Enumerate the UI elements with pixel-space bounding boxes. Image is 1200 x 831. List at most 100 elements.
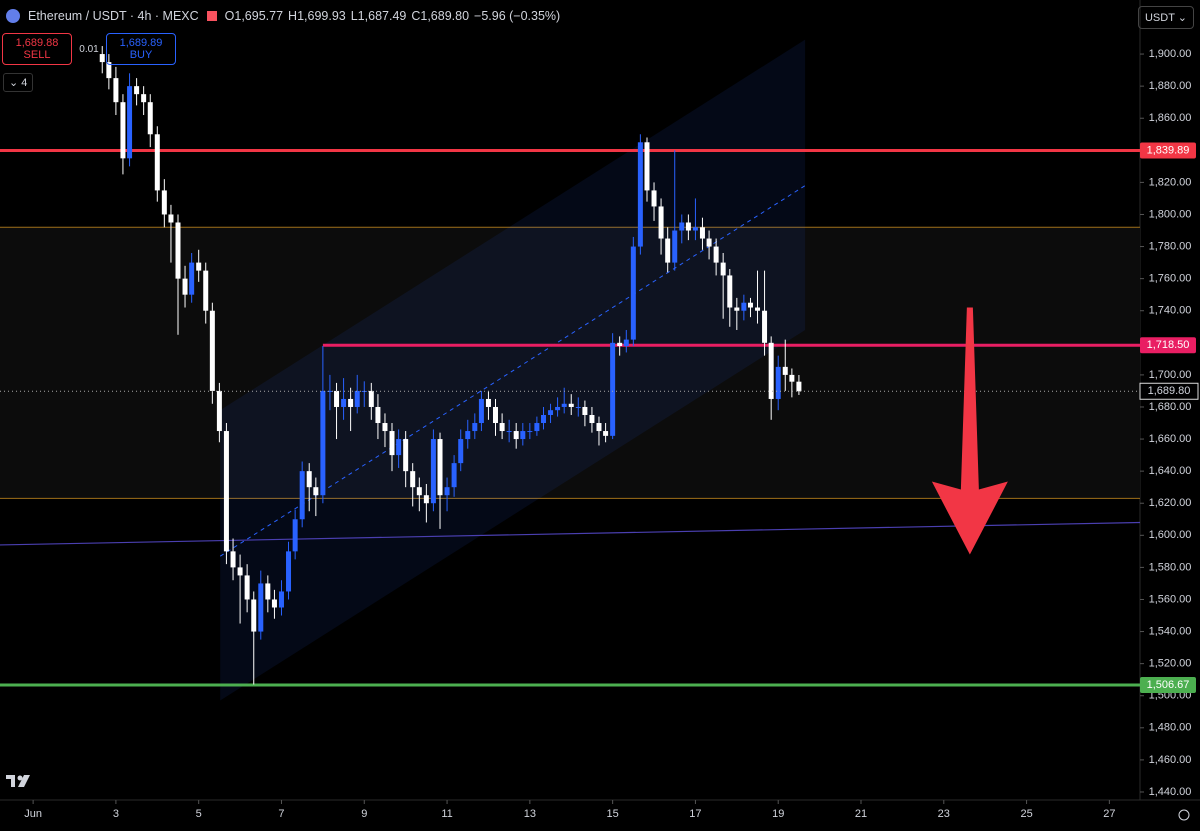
candle-body [154,134,160,191]
candle-body [727,275,733,308]
candle-body [147,102,153,135]
quantity[interactable]: 0.01 [79,43,99,55]
x-tick-label: 17 [689,808,701,820]
y-tick-label: 1,860.00 [1149,112,1192,124]
candle-body [499,423,505,432]
candle-body [630,246,636,340]
channel [220,39,806,701]
candle-body [265,583,271,600]
candle-body [437,439,443,496]
candle-body [478,398,484,424]
indicator-toggle[interactable]: ⌄ 4 [3,73,34,92]
symbol[interactable]: Ethereum / USDT · 4h · MEXC [28,9,199,23]
y-tick-label: 1,520.00 [1149,658,1192,670]
candle-body [713,246,719,263]
candle-body [348,398,354,407]
candle-body [134,86,140,95]
candle-body [168,214,174,223]
x-tick-label: 15 [607,808,619,820]
coin-icon [6,9,20,23]
trendline [0,521,1141,546]
candle-body [244,575,250,600]
candle-body [237,567,243,576]
candle-body [175,222,181,279]
candle-body [278,591,284,608]
candle-body [623,339,629,347]
candle-body [603,431,609,436]
y-tick-label: 1,800.00 [1149,208,1192,220]
x-tick-label: 5 [196,808,202,820]
x-tick-label: 23 [938,808,950,820]
x-tick-label: 9 [361,808,367,820]
candle-body [768,342,774,399]
candle-body [410,471,416,488]
candle-body [548,410,554,415]
level-label-box [1140,337,1196,354]
buy-button[interactable]: 1,689.89 BUY [106,33,176,65]
candle-body [755,307,761,311]
candle-body [485,398,491,407]
flag-icon[interactable] [206,11,217,21]
x-tick-label: 21 [855,808,867,820]
candle-body [196,262,202,271]
y-tick-label: 1,460.00 [1149,754,1192,766]
indicator-count: 4 [21,77,28,89]
candle-body [203,270,209,311]
candle-body [223,431,229,552]
y-tick-label: 1,680.00 [1149,401,1192,413]
candle-body [782,366,788,375]
settings-icon[interactable] [1178,809,1190,821]
candle-body [189,262,195,295]
candle-body [120,102,126,159]
level-label: 1,506.67 [1147,679,1190,691]
sell-price: 1,689.88 [15,37,59,49]
level-label: 1,839.89 [1147,144,1190,156]
candle-body [230,551,236,568]
y-tick-label: 1,740.00 [1149,305,1192,317]
currency-select[interactable]: USDT ⌄ [1137,6,1194,29]
level-label-box [1140,677,1196,694]
candle-body [575,406,581,408]
candle-body [403,439,409,472]
y-tick-label: 1,820.00 [1149,176,1192,188]
level-label-box [1140,142,1196,159]
candle-body [182,278,188,295]
candle-body [658,206,664,239]
currency: USDT [1144,12,1175,24]
candle-body [492,406,498,424]
sell-button[interactable]: 1,689.88 SELL [2,33,72,65]
x-tick-label: 19 [772,808,784,820]
y-tick-label: 1,700.00 [1149,369,1192,381]
y-tick-label: 1,580.00 [1149,561,1192,573]
candle-body [382,423,388,432]
ohlc: O1,695.77 H1,699.93 L1,687.49 C1,689.80 −5.9… [225,9,566,23]
candle-body [589,414,595,424]
y-tick-label: 1,600.00 [1149,529,1192,541]
candle-body [396,439,402,456]
candle-body [423,495,429,504]
legend-header: Ethereum / USDT · 4h · MEXC O1,695.77 H1,… [6,9,565,23]
candle-body [313,487,319,496]
ohlc-low: L1,687.49 [350,9,407,23]
candle-body [520,431,526,440]
arrow [931,307,1008,555]
candle-body [617,342,623,347]
candle-body [775,366,781,399]
candle-body [389,431,395,456]
candle-body [375,406,381,424]
candle-body [665,238,671,263]
last-price-box [1139,382,1199,400]
candle-body [99,54,105,63]
x-tick-label: 13 [524,808,536,820]
candle-body [444,487,450,496]
candle-body [458,439,464,464]
y-tick-label: 1,880.00 [1149,80,1192,92]
ohlc-change: −5.96 (−0.35%) [474,9,561,23]
candle-body [113,78,119,103]
candle-body [672,230,678,263]
candle-body [451,463,457,488]
candle-body [306,471,312,488]
candle-body [354,390,360,407]
candle-body [465,431,471,440]
candle-body [692,227,698,231]
